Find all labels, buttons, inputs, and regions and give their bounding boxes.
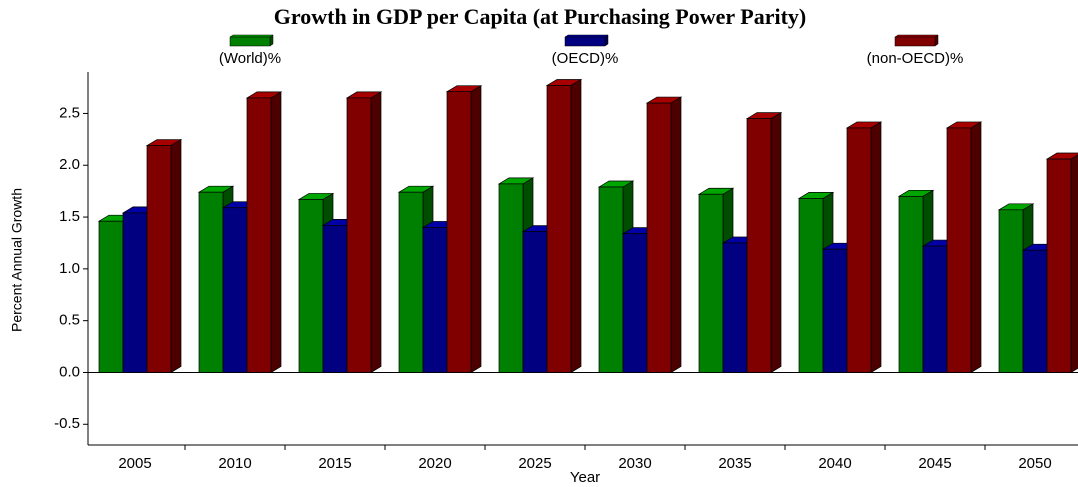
x-axis-label: Year [570, 469, 600, 486]
bar-side [670, 96, 682, 374]
bar [746, 118, 772, 373]
bar [122, 212, 148, 373]
legend-swatch-top [229, 34, 274, 38]
bar [98, 220, 124, 373]
x-tick-label: 2040 [818, 455, 851, 472]
bar-side [470, 85, 482, 374]
bar [422, 227, 448, 373]
bar [498, 183, 524, 373]
bar-side [770, 112, 782, 374]
bar [322, 224, 348, 373]
x-tick-label: 2020 [418, 455, 451, 472]
legend-swatch-top [564, 34, 609, 38]
bar [622, 233, 648, 373]
bar [798, 198, 824, 373]
bar-side [370, 91, 382, 374]
bar [946, 127, 972, 373]
bar [398, 191, 424, 373]
x-tick-label: 2045 [918, 455, 951, 472]
y-tick-label: 2.5 [59, 104, 80, 121]
bar-side [970, 121, 982, 374]
bar [246, 97, 272, 373]
x-tick-label: 2015 [318, 455, 351, 472]
bar [646, 102, 672, 373]
x-tick-label: 2050 [1018, 455, 1051, 472]
bar [546, 85, 572, 373]
legend-swatch [229, 36, 271, 47]
y-tick-label: 0.0 [59, 363, 80, 380]
bar-side [270, 91, 282, 374]
x-tick-label: 2035 [718, 455, 751, 472]
bar [722, 242, 748, 373]
y-tick-label: -0.5 [54, 415, 80, 432]
x-tick-label: 2030 [618, 455, 651, 472]
bar [446, 91, 472, 373]
bar-side [1070, 154, 1078, 374]
x-tick-label: 2005 [118, 455, 151, 472]
y-tick-label: 0.5 [59, 312, 80, 329]
bar [922, 245, 948, 373]
bar-side [870, 121, 882, 374]
bar [522, 231, 548, 373]
legend-swatch [564, 36, 606, 47]
bar [298, 199, 324, 373]
bar [822, 248, 848, 373]
x-tick-label: 2010 [218, 455, 251, 472]
y-tick-label: 1.5 [59, 208, 80, 225]
bar [698, 193, 724, 373]
bar [598, 186, 624, 373]
chart-title: Growth in GDP per Capita (at Purchasing … [274, 4, 806, 29]
legend-swatch [894, 36, 936, 47]
legend-label: (OECD)% [552, 50, 619, 67]
bar [1022, 249, 1048, 373]
legend-swatch-top [894, 34, 939, 38]
bar [346, 97, 372, 373]
bar [998, 209, 1024, 373]
y-tick-label: 2.0 [59, 156, 80, 173]
legend-label: (World)% [219, 50, 281, 67]
bar [1046, 158, 1072, 373]
bar [846, 127, 872, 373]
bar [198, 191, 224, 373]
bar-side [570, 78, 582, 374]
legend-label: (non-OECD)% [867, 50, 964, 67]
x-tick-label: 2025 [518, 455, 551, 472]
y-axis-label: Percent Annual Growth [9, 188, 25, 332]
bar [222, 207, 248, 373]
y-tick-label: 1.0 [59, 260, 80, 277]
bar-side [170, 138, 182, 374]
bar [146, 145, 172, 373]
bar [898, 195, 924, 373]
